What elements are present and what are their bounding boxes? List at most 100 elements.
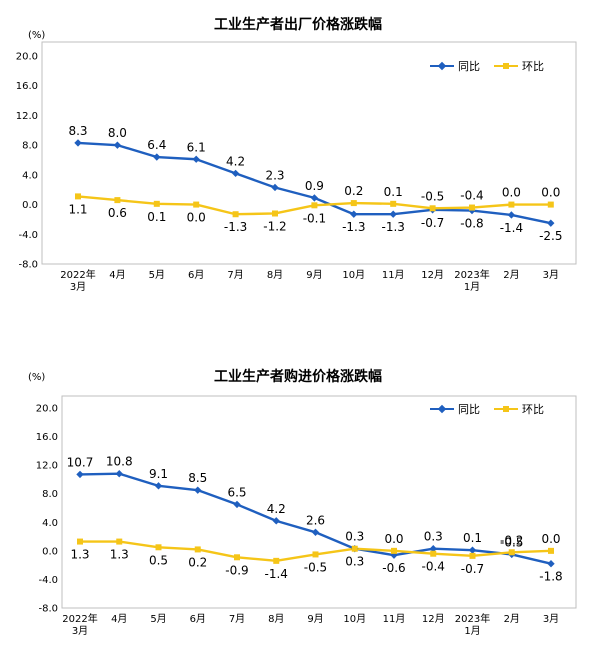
data-label-series1: 9.1: [149, 467, 168, 481]
series1-point: [192, 155, 200, 163]
x-tick-label: 11月: [383, 613, 406, 625]
series2-point: [77, 538, 83, 545]
data-label-series1: -0.7: [421, 216, 444, 230]
y-unit-label: (%): [28, 30, 46, 41]
series2-point: [508, 201, 515, 208]
x-tick-line: 11月: [382, 269, 405, 281]
x-tick-line: 2023年: [454, 268, 489, 281]
series2-point: [114, 197, 121, 204]
series2-point: [75, 193, 81, 200]
x-tick-line: 8月: [268, 613, 284, 625]
x-tick-line: 8月: [267, 269, 283, 281]
x-tick-label: 10月: [342, 269, 365, 281]
x-tick-line: 3月: [70, 281, 86, 293]
data-label-series1: 0.1: [463, 531, 482, 545]
data-label-series1: 2.6: [306, 513, 325, 527]
x-tick-label: 4月: [109, 269, 125, 281]
series2-point: [153, 200, 160, 207]
data-label-series2: -0.1: [303, 211, 326, 225]
series2-point: [311, 202, 318, 209]
series1-point: [350, 210, 358, 218]
x-tick-line: 10月: [343, 613, 366, 625]
legend-item-series2: 环比: [494, 401, 544, 417]
legend-swatch-series2: [494, 404, 518, 414]
series1-point: [194, 486, 202, 494]
data-label-series2: -0.2: [500, 533, 523, 547]
legend: 同比 环比: [430, 401, 558, 417]
data-label-series1: -1.4: [500, 221, 523, 235]
y-tick-label: 4.0: [42, 518, 58, 529]
series2-point: [272, 210, 278, 217]
series1-point: [310, 194, 319, 202]
series2-point: [508, 549, 515, 556]
x-tick-line: 7月: [229, 613, 245, 625]
series1-point: [547, 219, 555, 227]
x-tick-line: 9月: [307, 613, 323, 625]
series1-point: [507, 211, 516, 219]
series2-point: [391, 547, 397, 554]
data-label-series2: -1.3: [224, 220, 247, 234]
x-tick-label: 12月: [422, 613, 445, 625]
data-label-series1: -0.5: [500, 535, 523, 549]
data-label-series2: -1.2: [263, 219, 286, 233]
series2-point: [429, 205, 436, 212]
series1-point: [115, 470, 123, 478]
x-tick-label: 4月: [111, 613, 127, 625]
y-tick-label: 0.0: [22, 200, 38, 211]
series2-point: [469, 204, 475, 211]
x-tick-label: 10月: [343, 613, 366, 625]
y-tick-label: 20.0: [16, 52, 38, 63]
data-label-series2: 0.0: [384, 532, 403, 546]
data-label-series1: 4.2: [267, 502, 286, 516]
series1-point: [389, 210, 397, 218]
x-tick-line: 3月: [72, 625, 88, 637]
series2-point: [232, 211, 239, 218]
chart-title: 工业生产者出厂价格涨跌幅: [214, 17, 382, 33]
series2-point: [194, 546, 201, 553]
x-tick-line: 2月: [504, 613, 520, 625]
plot-frame: [41, 41, 577, 265]
data-label-series2: -0.7: [461, 562, 484, 576]
x-tick-line: 2023年: [455, 612, 490, 625]
x-tick-line: 3月: [543, 269, 559, 281]
x-tick-line: 4月: [109, 269, 125, 281]
x-tick-label: 2月: [504, 613, 520, 625]
y-tick-label: 12.0: [16, 111, 38, 122]
x-tick-label: 2022年 3月: [62, 612, 97, 637]
series2-point: [351, 545, 358, 552]
data-label-series2: 0.0: [502, 186, 521, 200]
series2-point: [548, 547, 554, 554]
y-tick-label: 8.0: [22, 141, 38, 152]
data-label-series2: 0.1: [384, 185, 403, 199]
series2-point: [430, 550, 437, 557]
data-label-series2: 1.3: [110, 548, 129, 562]
data-label-series2: 0.0: [187, 211, 206, 225]
x-tick-label: 7月: [227, 269, 243, 281]
ppi-chart: 工业生产者出厂价格涨跌幅 (%) 同比 环比 20.0 16.0 12.0 8.0 4.…: [0, 0, 596, 300]
series1-point: [76, 470, 84, 479]
x-tick-line: 1月: [464, 625, 480, 637]
legend: 同比 环比: [430, 58, 558, 74]
y-tick-label: 4.0: [22, 170, 38, 181]
series2-point: [116, 538, 123, 545]
x-tick-label: 6月: [188, 269, 204, 281]
series1-point: [547, 560, 555, 568]
series2-point: [155, 544, 162, 551]
x-tick-label: 12月: [421, 269, 444, 281]
y-tick-label: -4.0: [38, 575, 58, 586]
data-label-series2: 0.5: [149, 553, 168, 567]
y-unit-label: (%): [28, 372, 46, 383]
x-tick-label: 5月: [150, 613, 166, 625]
y-tick-label: 12.0: [36, 461, 58, 472]
x-tick-line: 12月: [421, 269, 444, 281]
y-tick-label: -8.0: [18, 260, 38, 271]
legend-swatch-series1: [430, 404, 454, 414]
data-label-series1: 8.0: [108, 126, 127, 140]
data-label-series1: 10.7: [67, 455, 94, 469]
x-tick-line: 11月: [383, 613, 406, 625]
x-tick-label: 3月: [543, 269, 559, 281]
legend-item-series2: 环比: [494, 58, 544, 74]
data-label-series1: 0.3: [345, 530, 364, 544]
